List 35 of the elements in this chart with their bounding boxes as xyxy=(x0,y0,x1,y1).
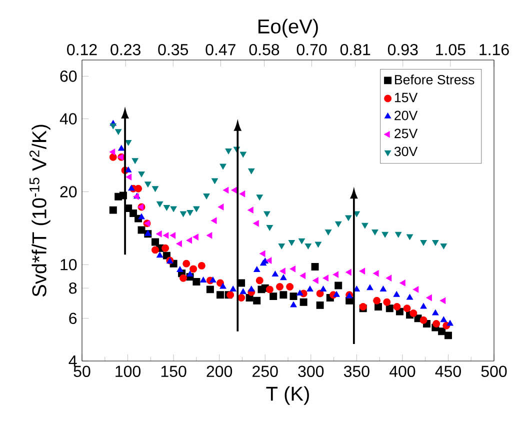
x2-tick-label: 0.12 xyxy=(67,44,97,56)
y-tick-label: 10 xyxy=(60,258,77,270)
x-tick-label: 250 xyxy=(252,366,278,378)
x2-tick-label: 1.05 xyxy=(436,44,466,56)
x-tick-label: 200 xyxy=(206,366,232,378)
legend-label: 25V xyxy=(394,128,418,138)
y-tick-label: 4 xyxy=(68,356,77,366)
y-tick-label: 20 xyxy=(60,186,77,198)
x-tick-label: 350 xyxy=(344,366,370,378)
x-tick-label: 450 xyxy=(435,366,461,378)
x-tick-label: 150 xyxy=(161,366,186,378)
x-tick-label: 500 xyxy=(481,366,507,378)
legend-label: 20V xyxy=(394,110,418,120)
legend-label: 15V xyxy=(394,92,418,102)
x2-tick-label: 0.47 xyxy=(206,44,236,56)
x2-tick-label: 0.70 xyxy=(296,44,327,56)
x2-tick-label: 0.35 xyxy=(158,44,188,56)
x-axis-title: T (K) xyxy=(266,386,309,405)
x2-tick-label: 0.58 xyxy=(249,44,280,56)
x-tick-label: 300 xyxy=(298,366,324,378)
y-tick-label: 6 xyxy=(69,312,77,324)
y-axis-title: Svd*f/T (10$^{-15}$ V$^{2}$/K) xyxy=(29,124,50,297)
x-tick-label: 100 xyxy=(116,366,141,378)
x-tick-label: 50 xyxy=(74,366,90,378)
x2-tick-label: 0.93 xyxy=(388,44,418,56)
x2-tick-label: 0.23 xyxy=(110,44,140,56)
x2-axis-title: Eo(eV) xyxy=(258,18,318,38)
x2-tick-label: 0.81 xyxy=(340,44,370,56)
y-tick-label: 60 xyxy=(60,70,77,82)
legend-label: Before Stress xyxy=(395,74,474,84)
y-tick-label: 8 xyxy=(69,282,77,294)
x-tick-label: 400 xyxy=(389,366,416,378)
y-tick-label: 40 xyxy=(60,113,77,124)
legend-label: 30V xyxy=(394,146,418,156)
x2-tick-label: 1.16 xyxy=(480,44,509,56)
